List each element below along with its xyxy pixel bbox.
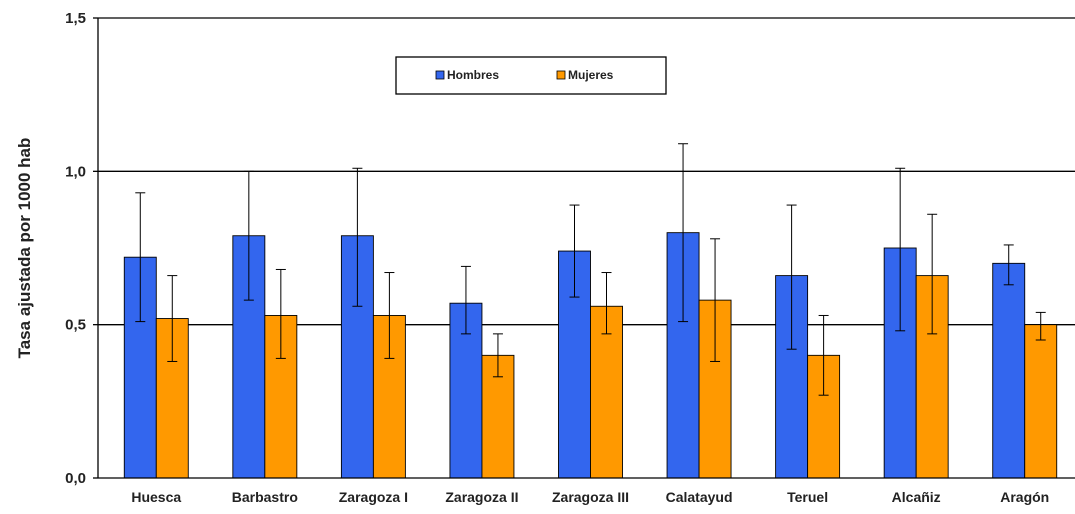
x-tick-label-zaragoza-i: Zaragoza I (339, 489, 408, 505)
bars (123, 232, 1058, 479)
error-bars (135, 143, 1046, 396)
x-tick-label-zaragoza-iii: Zaragoza III (552, 489, 629, 505)
bar-mujeres-aragon (1024, 324, 1058, 479)
legend-label-hombres: Hombres (447, 68, 499, 82)
x-tick-labels: Huesca Barbastro Zaragoza I Zaragoza II Zara… (131, 489, 1049, 505)
x-tick-label-teruel: Teruel (787, 489, 828, 505)
y-tick-label: 1,0 (65, 163, 86, 180)
y-tick-labels: 0,0 0,5 1,0 1,5 (65, 10, 86, 487)
legend-swatch-mujeres (556, 70, 566, 80)
x-tick-label-zaragoza-ii: Zaragoza II (445, 489, 518, 505)
x-tick-label-calatayud: Calatayud (666, 489, 733, 505)
axes (97, 17, 1075, 479)
legend-swatch-hombres (435, 70, 445, 80)
y-tick-label: 1,5 (65, 10, 86, 27)
x-tick-label-huesca: Huesca (131, 489, 181, 505)
legend: Hombres Mujeres (395, 56, 667, 95)
x-tick-label-alcaniz: Alcañiz (892, 489, 941, 505)
bar-mujeres-zaragoza-iii (590, 305, 623, 479)
x-tick-label-aragon: Aragón (1000, 489, 1049, 505)
legend-label-mujeres: Mujeres (568, 68, 614, 82)
y-tick-label: 0,5 (65, 317, 86, 334)
y-tick-label: 0,0 (65, 470, 86, 487)
bar-hombres-aragon (992, 262, 1026, 479)
x-tick-label-barbastro: Barbastro (232, 489, 298, 505)
y-axis-label: Tasa ajustada por 1000 hab (15, 138, 34, 359)
